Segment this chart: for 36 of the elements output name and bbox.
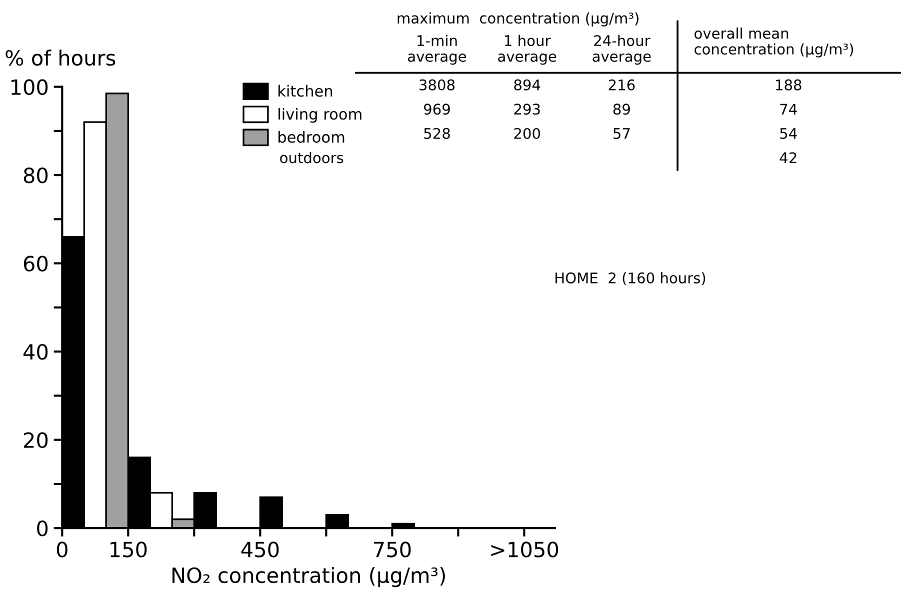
y-tick-label: 0 bbox=[37, 520, 48, 536]
text: 57 bbox=[614, 128, 630, 139]
text: 42 bbox=[780, 152, 796, 164]
x-axis-title: NO₂ concentration (μg/m³) bbox=[172, 567, 445, 588]
annotation: 293 bbox=[514, 104, 540, 115]
x-tick-label: 0 bbox=[56, 542, 68, 558]
annotation: 200 bbox=[514, 128, 540, 139]
text: 1 hour average bbox=[498, 34, 556, 65]
text: 74 bbox=[780, 104, 797, 114]
x-tick-label: 450 bbox=[241, 542, 279, 558]
legend-label: kitchen bbox=[278, 84, 332, 97]
legend-label: living room bbox=[278, 108, 362, 123]
text: 188 bbox=[776, 79, 802, 90]
text: maximum concentration (μg/m³) bbox=[398, 12, 638, 26]
y-tick-label: 100 bbox=[11, 79, 48, 96]
y-tick-label: 60 bbox=[24, 256, 48, 272]
annotation: 528 bbox=[424, 128, 450, 139]
text: 1-min average bbox=[408, 34, 466, 65]
text: 216 bbox=[608, 79, 635, 90]
annotation: 969 bbox=[424, 104, 450, 115]
y-tick-label: 20 bbox=[24, 432, 48, 448]
x-tick-label: 750 bbox=[374, 542, 411, 558]
text: 89 bbox=[613, 104, 630, 115]
annotation: outdoors bbox=[280, 152, 344, 164]
y-tick-label: 40 bbox=[23, 344, 48, 360]
y-axis-title: % of hours bbox=[6, 50, 116, 66]
text: 24-hour average bbox=[592, 34, 651, 65]
legend-label: bedroom bbox=[278, 131, 344, 143]
annotation: 894 bbox=[514, 79, 540, 90]
annotation: 3808 bbox=[420, 79, 455, 90]
text: HOME 2 (160 hours) bbox=[556, 272, 706, 286]
text: 54 bbox=[780, 128, 797, 139]
y-tick-label: 80 bbox=[24, 168, 48, 184]
x-tick-label: 150 bbox=[110, 542, 147, 558]
x-tick-label: >1050 bbox=[491, 542, 558, 558]
text: overall mean concentration (μg/m³) bbox=[694, 28, 854, 58]
